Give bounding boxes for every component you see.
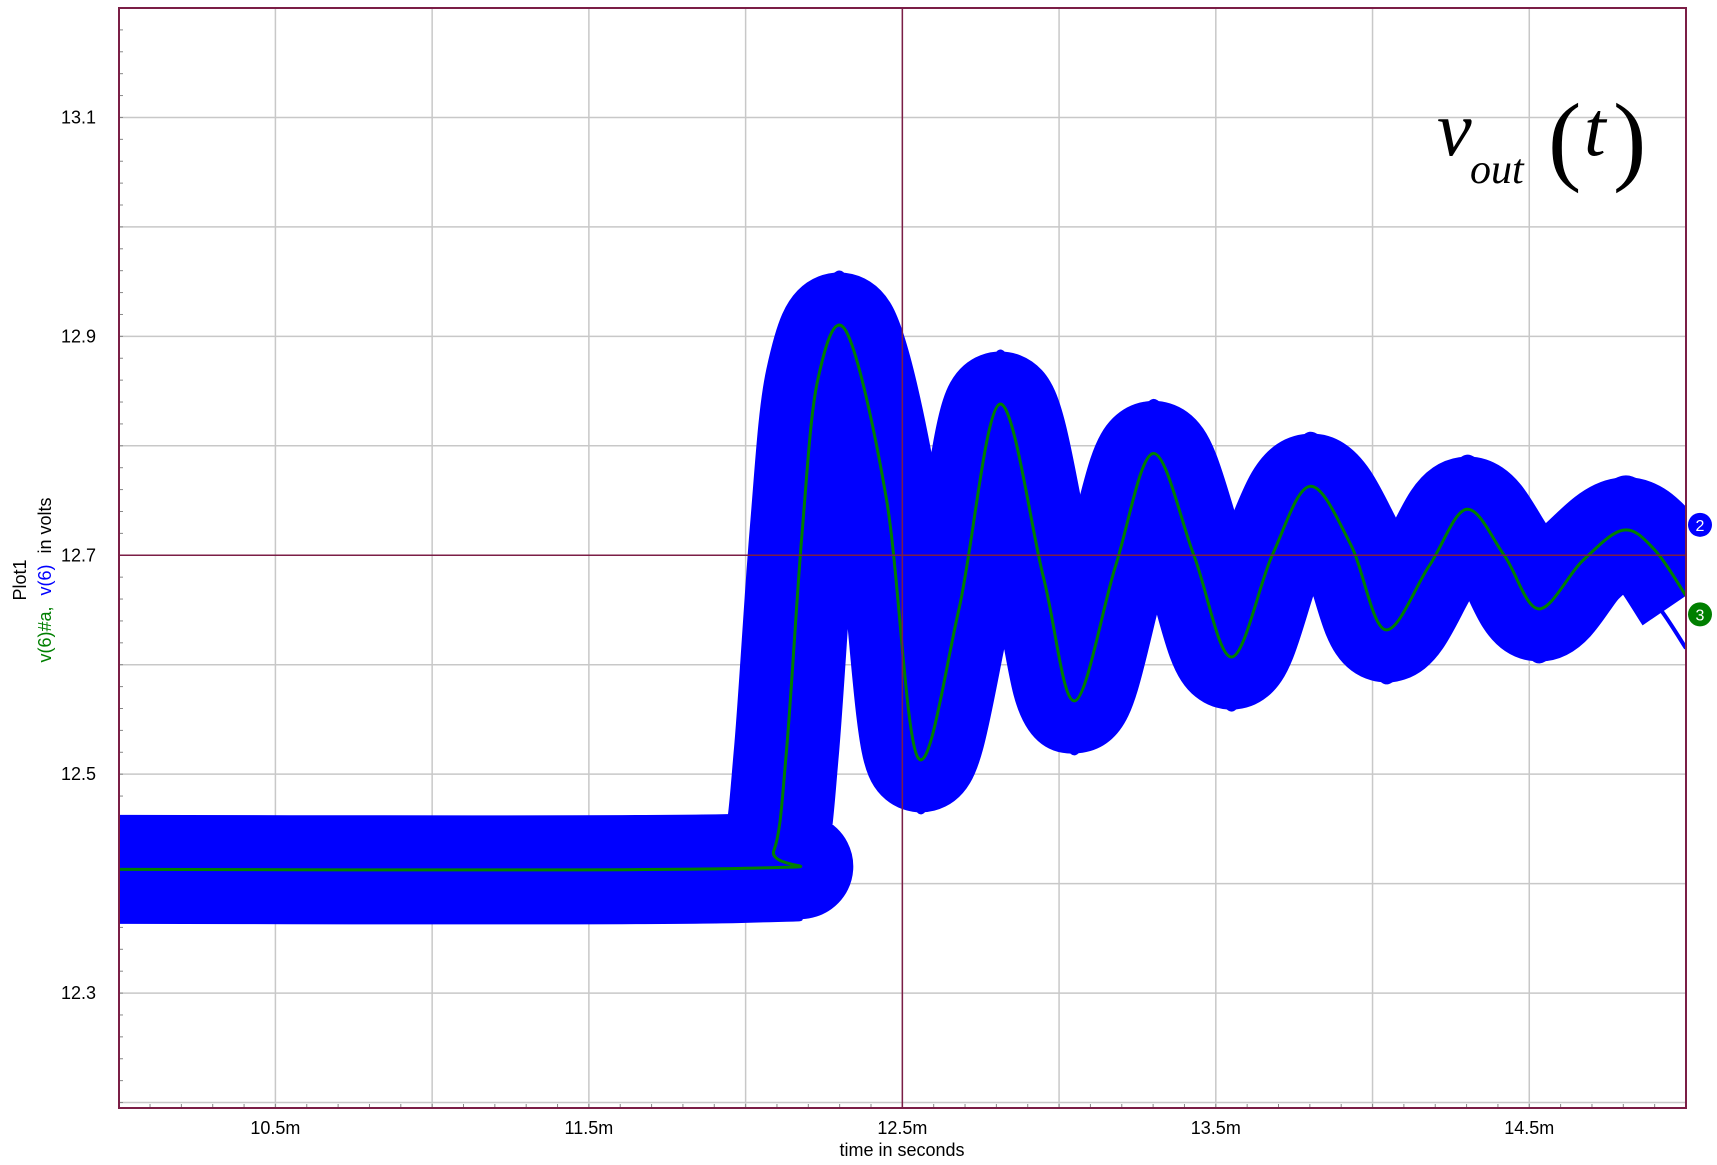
y-tick-label: 13.1 — [61, 107, 96, 127]
y-axis-title: Plot1 v(6)#a, v(6) in volts — [10, 497, 55, 662]
trace-marker-number: 2 — [1696, 518, 1705, 535]
ylabel-series-a: v(6)#a, — [35, 607, 55, 663]
series-v6a-line — [119, 323, 1686, 872]
ylabel-series-b: v(6) — [35, 565, 55, 596]
trace-markers: 23 — [1688, 512, 1712, 627]
y-tick-label: 12.7 — [61, 545, 96, 565]
vout-annotation: v out ( t ) — [1437, 83, 1646, 194]
y-tick-label: 12.5 — [61, 764, 96, 784]
x-tick-label: 13.5m — [1191, 1118, 1241, 1138]
trace-marker-circle — [1688, 512, 1712, 537]
trace-marker-circle — [1688, 602, 1712, 627]
trace-marker-number: 3 — [1696, 607, 1705, 624]
x-tick-label: 12.5m — [877, 1118, 927, 1138]
x-tick-label: 11.5m — [565, 1118, 614, 1138]
y-tick-label: 12.9 — [61, 326, 96, 346]
x-axis-title: time in seconds — [839, 1140, 964, 1160]
annotation-subscript: out — [1470, 147, 1525, 193]
plot-frame — [118, 7, 1687, 1109]
plot-name-label: Plot1 — [10, 559, 30, 600]
series-layer — [119, 270, 1686, 925]
trace-marker-3[interactable]: 3 — [1688, 602, 1712, 627]
trace-marker-2[interactable]: 2 — [1688, 512, 1712, 537]
x-tick-label: 10.5m — [250, 1118, 300, 1138]
annotation-main: v — [1437, 85, 1472, 172]
x-tick-label: 14.5m — [1504, 1118, 1554, 1138]
y-axis-legend: v(6)#a, v(6) in volts — [35, 497, 55, 662]
y-tick-label: 12.3 — [61, 983, 96, 1003]
tick-labels: 10.5m 11.5m 12.5m 13.5m 14.5m 12.3 12.5 12.7 12.… — [61, 107, 1554, 1138]
annotation-argument: t — [1584, 85, 1608, 172]
ylabel-units: in volts — [35, 497, 55, 553]
annotation-open-paren: ( — [1548, 83, 1581, 194]
cursor-lines — [119, 8, 1686, 1108]
annotation-close-paren: ) — [1613, 83, 1646, 194]
